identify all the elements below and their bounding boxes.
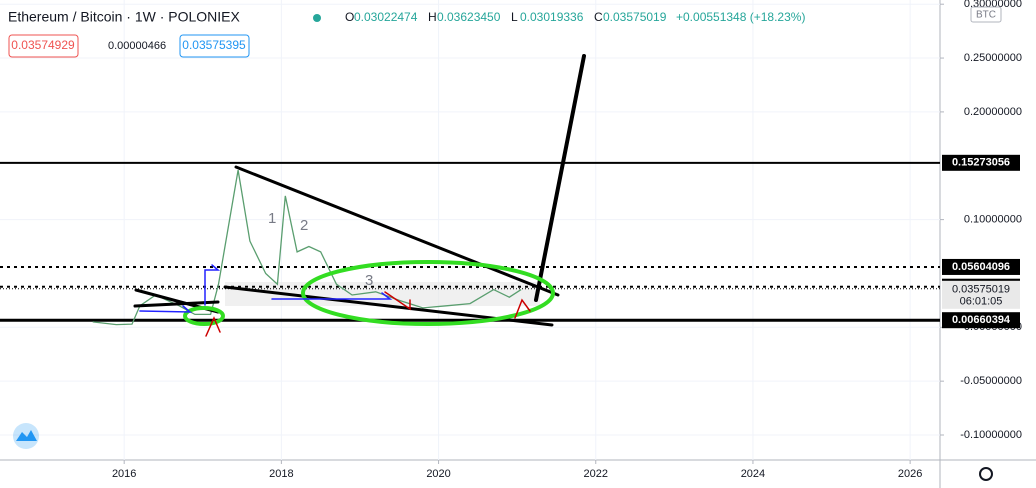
ohlc-label: H — [428, 10, 437, 24]
trend-line — [234, 165, 560, 297]
ohlc-label: O — [345, 10, 354, 24]
spread: 0.00000466 — [108, 40, 166, 52]
arrow — [205, 316, 221, 337]
grid — [0, 0, 940, 460]
last-price-label: 0.03575019 — [952, 284, 1010, 296]
y-tick-label: 0.20000000 — [964, 106, 1022, 118]
y-tick-label: -0.10000000 — [960, 429, 1022, 441]
price-tag — [942, 312, 1020, 329]
currency[interactable]: BTC — [976, 10, 996, 21]
highlight-ellipse — [183, 306, 225, 326]
price-tag — [942, 154, 1020, 171]
logo-icon — [16, 430, 37, 441]
annotation: 3 — [365, 272, 373, 289]
price-tag-label: 0.05604096 — [952, 261, 1010, 273]
countdown: 06:01:05 — [960, 296, 1003, 308]
ohlc-value: 0.03019336 — [520, 10, 584, 24]
arrow — [514, 298, 531, 319]
levels — [0, 161, 940, 322]
ohlc-value: 0.03022474 — [354, 10, 418, 24]
ohlc-value: 0.03575019 — [603, 10, 667, 24]
change: +0.00551348 (+18.23%) — [676, 10, 805, 24]
annotation: 1 — [268, 210, 276, 227]
x-tick-label: 2026 — [898, 468, 922, 480]
price-tag — [942, 258, 1020, 275]
x-tick-label: 2020 — [426, 468, 450, 480]
arrow — [204, 264, 221, 306]
price-tag-label: 0.15273056 — [952, 157, 1010, 169]
arrow — [271, 292, 393, 300]
sell-price[interactable]: 0.03574929 — [11, 38, 75, 52]
highlight-ellipse — [301, 260, 555, 326]
sell-button[interactable] — [8, 34, 79, 58]
annotation: 2 — [300, 217, 308, 234]
x-tick-label: 2016 — [112, 468, 136, 480]
arrow — [139, 305, 193, 313]
trend-line — [133, 300, 220, 308]
projection-line — [534, 54, 586, 302]
settings-icon[interactable] — [979, 467, 993, 481]
y-tick-label: -0.05000000 — [960, 375, 1022, 387]
last-price-tag — [942, 280, 1020, 309]
x-tick-label: 2018 — [269, 468, 293, 480]
buy-button[interactable] — [179, 34, 250, 58]
symbol-title: Ethereum / Bitcoin · 1W · POLONIEX — [8, 9, 241, 25]
currency-button[interactable] — [970, 6, 1002, 23]
y-tick-label: 0.25000000 — [964, 52, 1022, 64]
ohlc-value: 0.03623450 — [437, 10, 501, 24]
ohlc-label: L — [511, 10, 518, 24]
market-status — [313, 14, 321, 22]
y-tick-label: 0.30000000 — [964, 0, 1022, 10]
ohlc: O 0.03022474 H 0.03623450 L 0.03019336 C 0.0357… — [345, 10, 667, 24]
y-tick-label: 0.10000000 — [964, 214, 1022, 226]
x-tick-label: 2024 — [741, 468, 765, 480]
buy-price[interactable]: 0.03575395 — [182, 38, 246, 52]
x-tick-label: 2022 — [584, 468, 608, 480]
arrow — [384, 291, 411, 311]
axes: 0.30000000 0.25000000 0.20000000 0.10000000… — [112, 0, 1022, 480]
price-tag-label: 0.00660394 — [952, 314, 1011, 326]
ohlc-label: C — [594, 10, 603, 24]
drawings — [133, 54, 586, 337]
